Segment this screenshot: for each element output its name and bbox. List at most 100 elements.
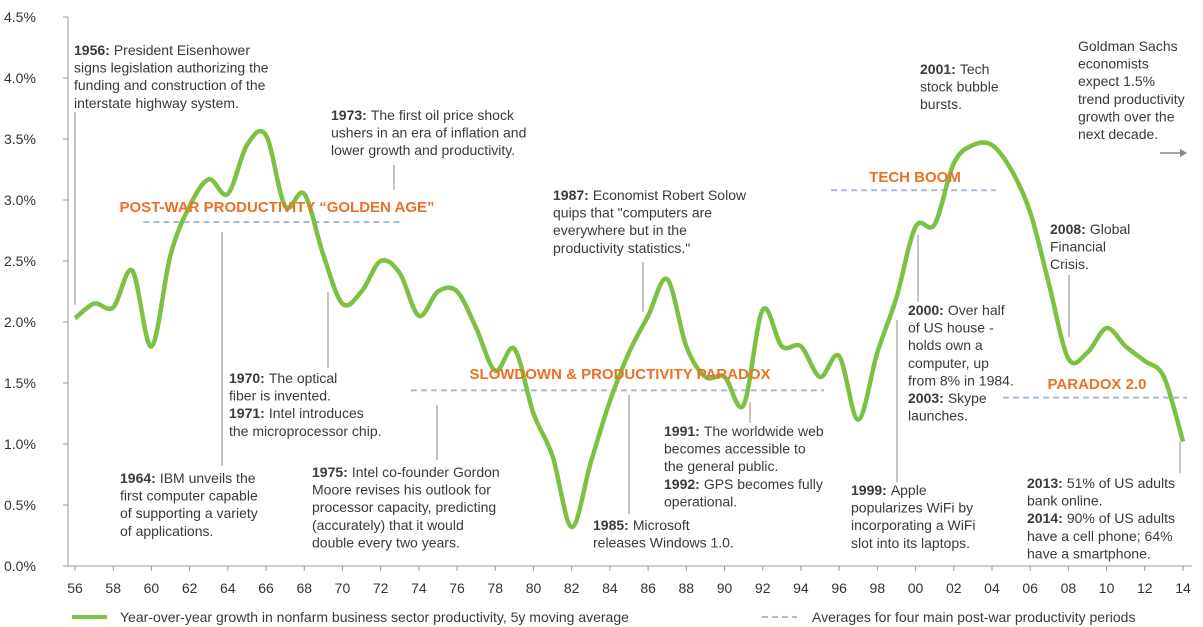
annotation-text: Crisis. bbox=[1050, 256, 1089, 272]
annotation: 2008: Global Financial Crisis. bbox=[1050, 221, 1130, 272]
y-tick-label: 0.0% bbox=[4, 558, 36, 574]
annotation-year: 2000: bbox=[908, 302, 944, 318]
annotation-text: President Eisenhower bbox=[114, 42, 251, 58]
annotation-text: becomes accessible to bbox=[664, 441, 806, 457]
x-tick-label: 00 bbox=[908, 580, 924, 596]
annotation-text: launches. bbox=[908, 408, 968, 424]
annotation-text: productivity statistics." bbox=[553, 240, 690, 256]
annotation: 1991: The worldwide web becomes accessible… bbox=[664, 423, 824, 509]
x-tick-label: 64 bbox=[220, 580, 236, 596]
x-tick-label: 80 bbox=[526, 580, 542, 596]
annotation-text: Tech bbox=[960, 61, 990, 77]
annotation: 1985: Microsoft releases Windows 1.0. bbox=[593, 517, 734, 551]
annotation: 1975: Intel co-founder Gordon Moore revise… bbox=[312, 464, 500, 550]
annotation-text: popularizes WiFi by bbox=[851, 500, 973, 516]
x-tick-label: 66 bbox=[258, 580, 274, 596]
x-tick-label: 08 bbox=[1061, 580, 1077, 596]
annotation-year: 1970: bbox=[229, 370, 265, 386]
period-label: PARADOX 2.0 bbox=[1048, 376, 1147, 393]
annotation-text: releases Windows 1.0. bbox=[593, 535, 734, 551]
period-label: POST-WAR PRODUCTIVITY “GOLDEN AGE” bbox=[119, 199, 434, 216]
annotation-text: 90% of US adults bbox=[1067, 510, 1175, 526]
annotation-text: the general public. bbox=[664, 458, 778, 474]
y-tick-label: 1.0% bbox=[4, 436, 36, 452]
arrow-head bbox=[1180, 149, 1187, 157]
annotation-text: have a cell phone; 64% bbox=[1027, 528, 1173, 544]
x-tick-label: 60 bbox=[144, 580, 160, 596]
x-tick-label: 58 bbox=[105, 580, 121, 596]
annotation-text: lower growth and productivity. bbox=[331, 142, 515, 158]
x-tick-label: 70 bbox=[335, 580, 351, 596]
annotation-year: 1991: bbox=[664, 423, 700, 439]
annotation-text: ushers in an era of inflation and bbox=[331, 125, 526, 141]
annotation-text: (accurately) that it would bbox=[312, 517, 464, 533]
annotation-text: of supporting a variety bbox=[120, 505, 258, 521]
annotation: 1999: Apple popularizes WiFi by incorporati… bbox=[851, 482, 976, 551]
y-tick-label: 2.5% bbox=[4, 253, 36, 269]
x-tick-label: 86 bbox=[640, 580, 656, 596]
annotation-year: 2008: bbox=[1050, 221, 1086, 237]
annotation-year: 2013: bbox=[1027, 475, 1063, 491]
x-tick-label: 12 bbox=[1137, 580, 1153, 596]
x-tick-label: 04 bbox=[984, 580, 1000, 596]
annotation-text: growth over the bbox=[1078, 108, 1175, 124]
annotation: 1973: The first oil price shock ushers in … bbox=[331, 107, 526, 158]
annotation-year: 1987: bbox=[553, 187, 589, 203]
annotation: 2001: Tech stock bubble bursts. bbox=[920, 61, 999, 112]
annotation-year: 1992: bbox=[664, 476, 700, 492]
annotation-text: first computer capable bbox=[120, 488, 258, 504]
annotation-text: Financial bbox=[1050, 239, 1106, 255]
annotation-text: bank online. bbox=[1027, 493, 1103, 509]
annotation-text: The first oil price shock bbox=[371, 107, 515, 123]
x-tick-label: 06 bbox=[1022, 580, 1038, 596]
annotation-text: Apple bbox=[891, 482, 927, 498]
annotation-year: 1964: bbox=[120, 470, 156, 486]
annotation-text: Microsoft bbox=[633, 517, 690, 533]
x-tick-label: 56 bbox=[67, 580, 83, 596]
x-tick-label: 82 bbox=[564, 580, 580, 596]
y-tick-label: 1.5% bbox=[4, 375, 36, 391]
x-tick-label: 94 bbox=[793, 580, 809, 596]
annotation-text: everywhere but in the bbox=[553, 222, 687, 238]
annotation: 2013: 51% of US adults bank online. 2014: 90… bbox=[1027, 475, 1175, 561]
x-tick-label: 78 bbox=[487, 580, 503, 596]
annotation-text: Economist Robert Solow bbox=[593, 187, 747, 203]
annotation-text: GPS becomes fully bbox=[704, 476, 823, 492]
annotation-text: signs legislation authorizing the bbox=[74, 60, 269, 76]
annotation-text: of applications. bbox=[120, 523, 213, 539]
y-tick-label: 2.0% bbox=[4, 314, 36, 330]
x-tick-label: 84 bbox=[602, 580, 618, 596]
series-line bbox=[73, 128, 1186, 530]
annotation-text: the microprocessor chip. bbox=[229, 423, 382, 439]
x-tick-label: 90 bbox=[717, 580, 733, 596]
annotation-text: Over half bbox=[948, 302, 1005, 318]
annotation: 2000: Over half of US house -holds own a co… bbox=[908, 302, 1014, 424]
period-label: SLOWDOWN & PRODUCTIVITY PARADOX bbox=[469, 366, 770, 383]
annotation-text: Goldman Sachs bbox=[1078, 38, 1178, 54]
annotation-text: The optical bbox=[269, 370, 337, 386]
x-tick-label: 74 bbox=[411, 580, 427, 596]
annotation-year: 1956: bbox=[74, 42, 110, 58]
annotation-year: 2003: bbox=[908, 390, 944, 406]
annotation-text: trend productivity bbox=[1078, 91, 1185, 107]
annotation-year: 1999: bbox=[851, 482, 887, 498]
x-tick-label: 96 bbox=[831, 580, 847, 596]
annotation-text: Intel introduces bbox=[269, 405, 364, 421]
annotation-year: 1971: bbox=[229, 405, 265, 421]
legend-label: Averages for four main post-war producti… bbox=[812, 609, 1135, 625]
annotation-text: Intel co-founder Gordon bbox=[352, 464, 500, 480]
x-tick-label: 62 bbox=[182, 580, 198, 596]
annotation: 1964: IBM unveils the first computer capab… bbox=[120, 470, 258, 539]
annotation-year: 2014: bbox=[1027, 510, 1063, 526]
annotation-text: Moore revises his outlook for bbox=[312, 482, 491, 498]
annotation-text: computer, up bbox=[908, 355, 989, 371]
x-tick-label: 10 bbox=[1099, 580, 1115, 596]
x-tick-label: 76 bbox=[449, 580, 465, 596]
annotation-text: quips that "computers are bbox=[553, 205, 712, 221]
annotation-text: processor capacity, predicting bbox=[312, 499, 496, 515]
annotation-year: 1973: bbox=[331, 107, 367, 123]
annotation-year: 1975: bbox=[312, 464, 348, 480]
x-tick-label: 02 bbox=[946, 580, 962, 596]
annotation-text: IBM unveils the bbox=[160, 470, 256, 486]
